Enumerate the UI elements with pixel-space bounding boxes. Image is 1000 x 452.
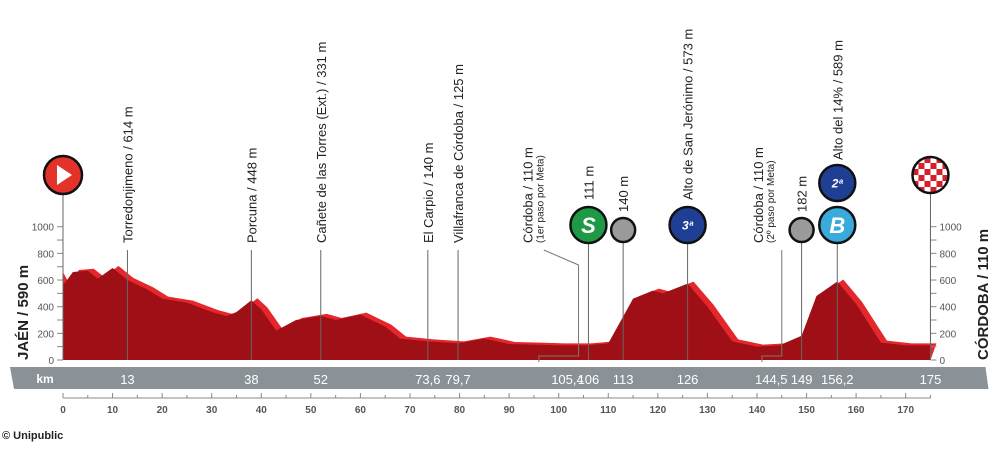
sprint-icon: S: [569, 205, 608, 245]
km-bar-label: 105,4: [551, 372, 584, 387]
checker-square: [912, 169, 919, 175]
y-tick-label: 200: [939, 329, 956, 340]
km-bar-label: 113: [613, 372, 634, 387]
bonus-icon-text: B: [829, 213, 845, 238]
checker-square: [918, 163, 925, 169]
x-tick-label: 110: [600, 405, 617, 416]
x-tick-label: 70: [404, 405, 416, 416]
km-bar-unit: km: [36, 372, 53, 386]
y-tick-label: 0: [939, 356, 945, 367]
x-tick-label: 40: [256, 405, 268, 416]
y-tick-label: 1000: [32, 223, 55, 234]
place-label: Porcuna / 448 m: [244, 148, 259, 243]
checker-square: [924, 181, 931, 187]
x-tick-label: 160: [848, 405, 865, 416]
y-tick-label: 200: [37, 329, 54, 340]
x-tick-label: 120: [649, 405, 666, 416]
place-sublabel: (1er paso por Meta): [535, 155, 546, 243]
km-bar-label: 126: [677, 372, 699, 387]
km-bar-label: 79,7: [445, 372, 470, 387]
km-bar-label: 73,6: [415, 372, 440, 387]
mountain-icon-circle: [788, 216, 815, 244]
place-sublabel: (2º paso por Meta): [766, 160, 777, 243]
x-tick-label: 60: [355, 405, 367, 416]
play-icon: [42, 154, 84, 196]
sprint-icon-text: S: [581, 213, 596, 238]
place-label: 111 m: [581, 166, 596, 200]
y-tick-label: 800: [939, 249, 956, 260]
y-tick-label: 600: [939, 276, 956, 287]
y-tick-label: 0: [48, 356, 54, 367]
place-label: 140 m: [616, 176, 631, 212]
play-triangle: [57, 165, 72, 185]
place-leader-line: [761, 250, 783, 362]
bonus-icon-circle: [818, 205, 857, 245]
climb-category-icon-text: 2ª: [831, 176, 844, 190]
y-tick-label: 1000: [939, 223, 962, 234]
place-label: El Carpio / 140 m: [421, 143, 436, 243]
place-label: 182 m: [795, 176, 810, 212]
place-label: Córdoba / 110 m: [751, 147, 766, 243]
climb-category-icon: 2ª: [818, 163, 857, 203]
place-label: Alto del 14% / 589 m: [830, 40, 845, 160]
climb-category-icon: 3ª: [668, 205, 707, 245]
place-label: Córdoba / 110 m: [520, 147, 535, 243]
profile-area: [63, 268, 931, 360]
x-tick-label: 0: [60, 405, 66, 416]
start-town-label: JAÉN / 590 m: [15, 265, 32, 360]
km-bar-label: 175: [920, 372, 942, 387]
x-tick-label: 90: [504, 405, 516, 416]
x-tick-label: 80: [454, 405, 466, 416]
checker-square: [924, 169, 931, 175]
x-tick-label: 140: [749, 405, 766, 416]
y-tick-label: 800: [37, 249, 54, 260]
checker-square: [936, 181, 943, 187]
km-bar-label: 144,5: [755, 372, 788, 387]
checker-square: [918, 175, 925, 181]
mountain-icon: [609, 216, 637, 244]
place-label: Cañete de las Torres (Ext.) / 331 m: [314, 42, 329, 243]
km-bar-label: 38: [244, 372, 258, 387]
checker-square: [942, 175, 949, 181]
place-leader-line: [538, 249, 580, 362]
sprint-icon-circle: [569, 205, 608, 245]
km-bar-label: 52: [314, 372, 328, 387]
checker-square: [930, 187, 937, 193]
checker-square: [924, 157, 931, 163]
y-tick-label: 400: [37, 303, 54, 314]
place-label: Villafranca de Córdoba / 125 m: [451, 64, 466, 243]
km-bar-label: 156,2: [821, 372, 854, 387]
y-tick-label: 600: [37, 276, 54, 287]
km-bar-label: 106: [578, 372, 600, 387]
x-tick-label: 150: [798, 405, 815, 416]
checkered-flag-icon: [911, 155, 950, 195]
y-tick-label: 400: [939, 303, 956, 314]
climb-category-icon-circle: [818, 163, 857, 203]
x-tick-label: 30: [206, 405, 218, 416]
bonus-icon: B: [818, 205, 857, 245]
x-tick-label: 170: [897, 405, 914, 416]
checker-square: [930, 175, 937, 181]
km-bar-label: 149: [791, 372, 813, 387]
finish-town-label: CÓRDOBA / 110 m: [974, 229, 992, 360]
finish-circle: [911, 155, 950, 195]
mountain-icon: [788, 216, 815, 244]
checker-square: [930, 163, 937, 169]
copyright: © Unipublic: [2, 430, 64, 442]
x-tick-label: 50: [305, 405, 317, 416]
checker-square: [936, 169, 943, 175]
climb-category-icon-circle: [668, 205, 707, 245]
climb-category-icon-text: 3ª: [682, 218, 694, 232]
x-tick-label: 20: [157, 405, 169, 416]
x-tick-label: 130: [699, 405, 716, 416]
x-tick-label: 100: [550, 405, 567, 416]
place-label: Alto de San Jerónimo / 573 m: [681, 29, 696, 200]
km-bar-label: 13: [120, 372, 134, 387]
km-bar: [10, 367, 989, 389]
place-label: Torredonjimeno / 614 m: [120, 106, 135, 243]
mountain-icon-circle: [609, 216, 637, 244]
x-tick-label: 10: [107, 405, 119, 416]
